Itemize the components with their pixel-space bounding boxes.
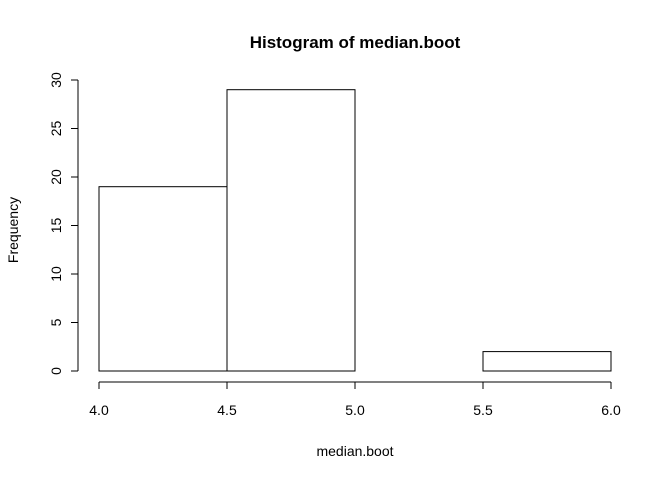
y-tick-label: 20 [48, 169, 64, 185]
y-tick-label: 30 [48, 72, 64, 88]
histogram-bar-2 [226, 89, 356, 372]
x-axis-label: median.boot [316, 443, 393, 459]
x-tick-label: 5.0 [345, 402, 365, 418]
y-tick-label: 15 [48, 218, 64, 234]
x-tick-label: 5.5 [473, 402, 493, 418]
chart-title: Histogram of median.boot [250, 33, 461, 52]
histogram-bar-1 [98, 186, 228, 372]
x-tick-label: 4.0 [89, 402, 109, 418]
y-axis: 0 5 10 15 20 25 30 [48, 72, 79, 375]
y-tick-label: 10 [48, 266, 64, 282]
x-axis: 4.0 4.5 5.0 5.5 6.0 [89, 381, 621, 418]
y-tick-label: 0 [48, 367, 64, 375]
y-axis-label: Frequency [5, 197, 21, 263]
x-tick-label: 4.5 [217, 402, 237, 418]
y-tick-label: 25 [48, 121, 64, 137]
bars-group [98, 89, 612, 372]
histogram-bar-4 [482, 351, 612, 372]
y-tick-label: 5 [48, 318, 64, 326]
x-tick-label: 6.0 [601, 402, 621, 418]
